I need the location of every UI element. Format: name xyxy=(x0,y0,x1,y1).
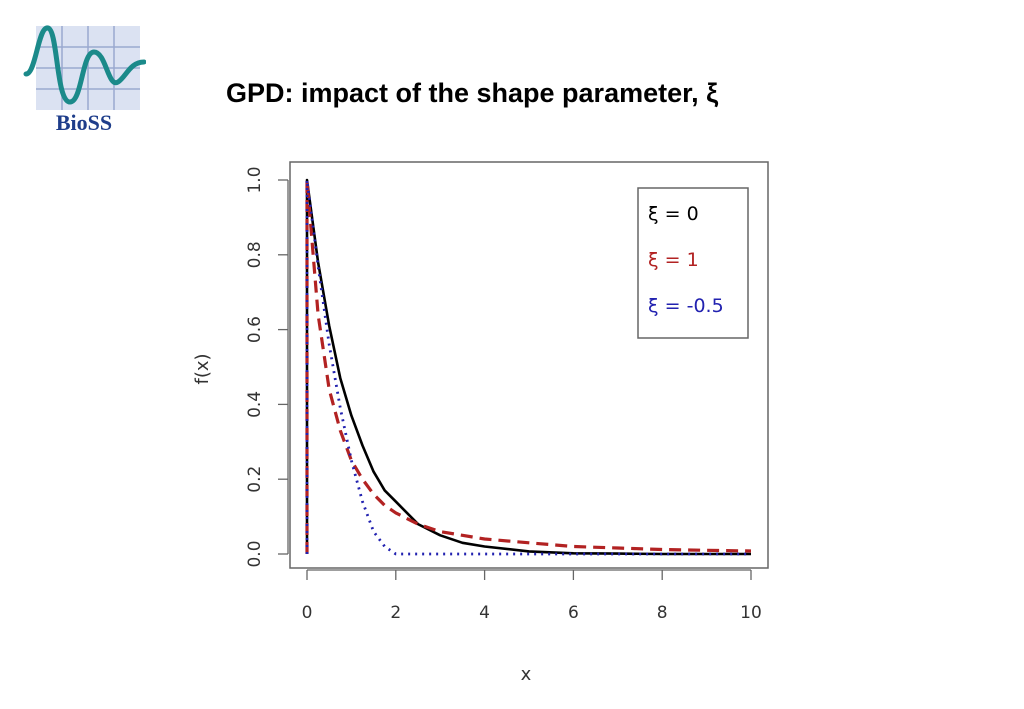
y-axis-label: f(x) xyxy=(192,353,213,384)
x-tick-label: 0 xyxy=(302,603,313,623)
series-line-2 xyxy=(305,178,751,556)
x-tick-label: 6 xyxy=(568,603,579,623)
chart-svg: 0 2 4 6 8 10 0.0 0.2 0.4 0.6 0.8 1.0 x f(x) ξ = 0 ξ… xyxy=(192,161,769,685)
y-tick-label: 0.4 xyxy=(245,391,265,418)
axes-layer: 0 2 4 6 8 10 0.0 0.2 0.4 0.6 0.8 1.0 xyxy=(245,166,762,623)
y-tick-label: 0.6 xyxy=(245,316,265,343)
legend-entry-xi-0: ξ = 0 xyxy=(648,203,699,225)
gpd-density-chart: 0 2 4 6 8 10 0.0 0.2 0.4 0.6 0.8 1.0 x f(x) ξ = 0 ξ… xyxy=(170,150,810,705)
y-tick-label: 0.8 xyxy=(245,241,265,268)
x-axis-label: x xyxy=(521,664,532,685)
y-tick-label: 0.0 xyxy=(245,540,265,567)
series-line-0 xyxy=(305,178,751,556)
y-tick-label: 0.2 xyxy=(245,466,265,493)
legend: ξ = 0 ξ = 1 ξ = -0.5 xyxy=(637,187,749,339)
slide-title: GPD: impact of the shape parameter, ξ xyxy=(226,78,719,108)
bioss-wave-icon: BioSS xyxy=(23,25,147,135)
y-tick-label: 1.0 xyxy=(245,166,265,193)
bioss-logo: BioSS xyxy=(22,22,147,138)
logo-text: BioSS xyxy=(56,110,112,135)
x-tick-label: 4 xyxy=(479,603,490,623)
x-tick-label: 10 xyxy=(740,603,762,623)
legend-box xyxy=(637,187,749,339)
series-line-1 xyxy=(305,178,752,554)
x-tick-label: 2 xyxy=(390,603,401,623)
legend-entry-xi-neg-0-5: ξ = -0.5 xyxy=(648,295,724,317)
plot-frame xyxy=(289,161,769,569)
x-tick-label: 8 xyxy=(657,603,668,623)
legend-entry-xi-1: ξ = 1 xyxy=(648,249,699,271)
series-layer xyxy=(305,178,752,556)
